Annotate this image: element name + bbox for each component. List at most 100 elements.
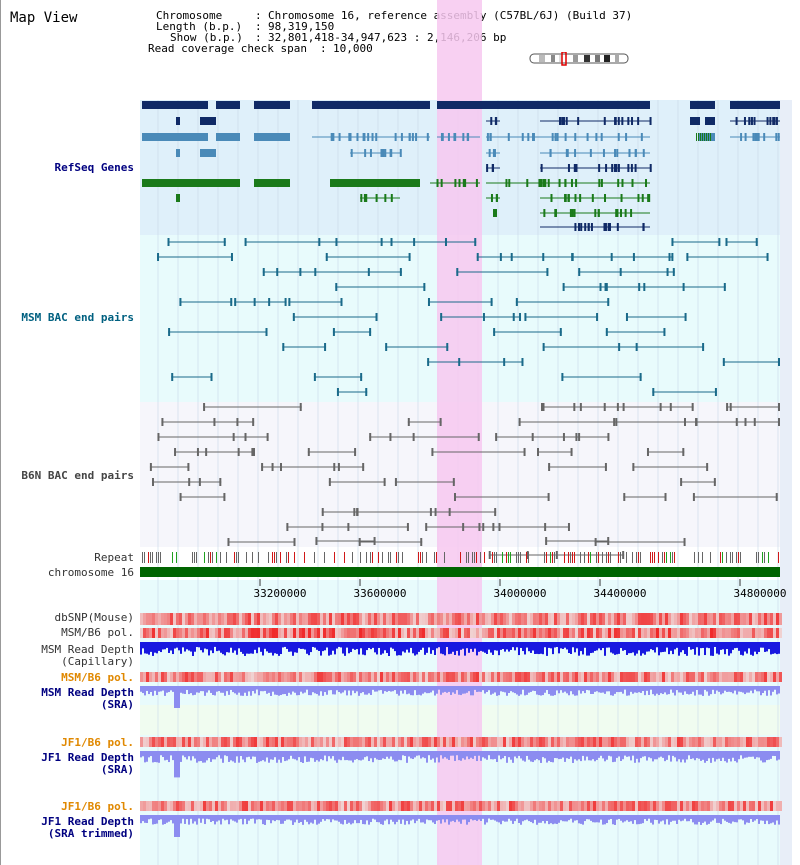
pol-cell [668, 672, 671, 682]
gene-exon [578, 223, 581, 231]
depth-bar [576, 686, 578, 696]
depth-bar [552, 642, 554, 655]
pol-cell [155, 672, 158, 682]
pol-cell [626, 613, 629, 625]
depth-bar [726, 815, 728, 822]
pol-cell [329, 613, 332, 625]
depth-bar [394, 751, 396, 762]
gene-exon [628, 149, 631, 157]
pol-cell [563, 613, 566, 625]
depth-bar [466, 686, 468, 693]
depth-bar [368, 815, 370, 825]
depth-bar [760, 815, 762, 821]
selection-highlight[interactable] [437, 0, 482, 865]
depth-bar [722, 751, 724, 758]
depth-bar [702, 642, 704, 648]
depth-bar [622, 686, 624, 694]
pol-cell [176, 737, 179, 747]
bac-end [510, 253, 513, 261]
gene-exon [766, 117, 769, 125]
bac-end [188, 478, 191, 486]
gene-exon [415, 133, 418, 141]
depth-bar [690, 642, 692, 650]
pol-cell [749, 672, 752, 682]
pol-cell [344, 628, 347, 638]
gene-exon [620, 194, 623, 202]
gene-exon [332, 133, 335, 141]
depth-bar [562, 642, 564, 649]
depth-bar [608, 686, 610, 692]
gene-exon [763, 133, 766, 141]
pol-cell [308, 628, 311, 638]
depth-bar [302, 642, 304, 649]
pol-cell [728, 737, 731, 747]
depth-bar [568, 642, 570, 654]
pol-cell [710, 737, 713, 747]
depth-bar [480, 642, 482, 651]
depth-bar [182, 642, 184, 648]
gene-exon [380, 149, 383, 157]
depth-bar [538, 751, 540, 761]
depth-bar [214, 686, 216, 696]
pol-cell [680, 672, 683, 682]
pol-cell [149, 613, 152, 625]
repeat-mark [344, 552, 345, 563]
depth-bar [664, 751, 666, 762]
pol-cell [380, 672, 383, 682]
gene-exon [649, 117, 652, 125]
axis-tick-label: 34400000 [594, 587, 647, 600]
depth-bar [602, 751, 604, 759]
pol-cell [713, 613, 716, 625]
bac-end [293, 538, 296, 546]
pol-cell [617, 672, 620, 682]
depth-bar [380, 751, 382, 760]
depth-bar [636, 686, 638, 693]
pol-cell [416, 672, 419, 682]
pol-cell [716, 613, 719, 625]
depth-bar [554, 751, 556, 759]
depth-bar [690, 751, 692, 759]
msm-depth-sra-sub: (SRA) [100, 698, 134, 711]
depth-bar [512, 686, 514, 693]
chromosome-ideogram[interactable] [529, 52, 629, 66]
depth-bar [346, 751, 348, 761]
pol-cell [710, 801, 713, 811]
depth-bar [596, 642, 598, 651]
bac-end [623, 493, 626, 501]
gene-exon [634, 164, 637, 172]
pol-cell [641, 737, 644, 747]
pol-cell [758, 613, 761, 625]
bac-end [234, 298, 237, 306]
pol-cell [458, 672, 461, 682]
repeat-mark [720, 552, 721, 563]
depth-bar [770, 642, 772, 655]
pol-cell [467, 801, 470, 811]
depth-bar [334, 642, 336, 655]
pol-cell [506, 628, 509, 638]
pol-cell [659, 628, 662, 638]
pol-cell [257, 801, 260, 811]
pol-cell [758, 628, 761, 638]
pol-cell [215, 737, 218, 747]
depth-bar [412, 642, 414, 654]
depth-bar [232, 642, 234, 653]
bac-end [171, 373, 174, 381]
pol-cell [539, 628, 542, 638]
bac-end [332, 328, 335, 336]
gene-exon [627, 117, 630, 125]
repeat-mark [606, 552, 607, 563]
depth-bar [776, 751, 778, 761]
depth-bar [462, 751, 464, 759]
pol-cell [161, 628, 164, 638]
depth-bar [530, 815, 532, 822]
pol-cell [665, 672, 668, 682]
pol-cell [236, 628, 239, 638]
bac-end [632, 253, 635, 261]
pol-cell [218, 801, 221, 811]
depth-bar [670, 815, 672, 822]
depth-bar [520, 642, 522, 648]
pol-cell [464, 801, 467, 811]
pol-cell [251, 613, 254, 625]
pol-cell [224, 672, 227, 682]
